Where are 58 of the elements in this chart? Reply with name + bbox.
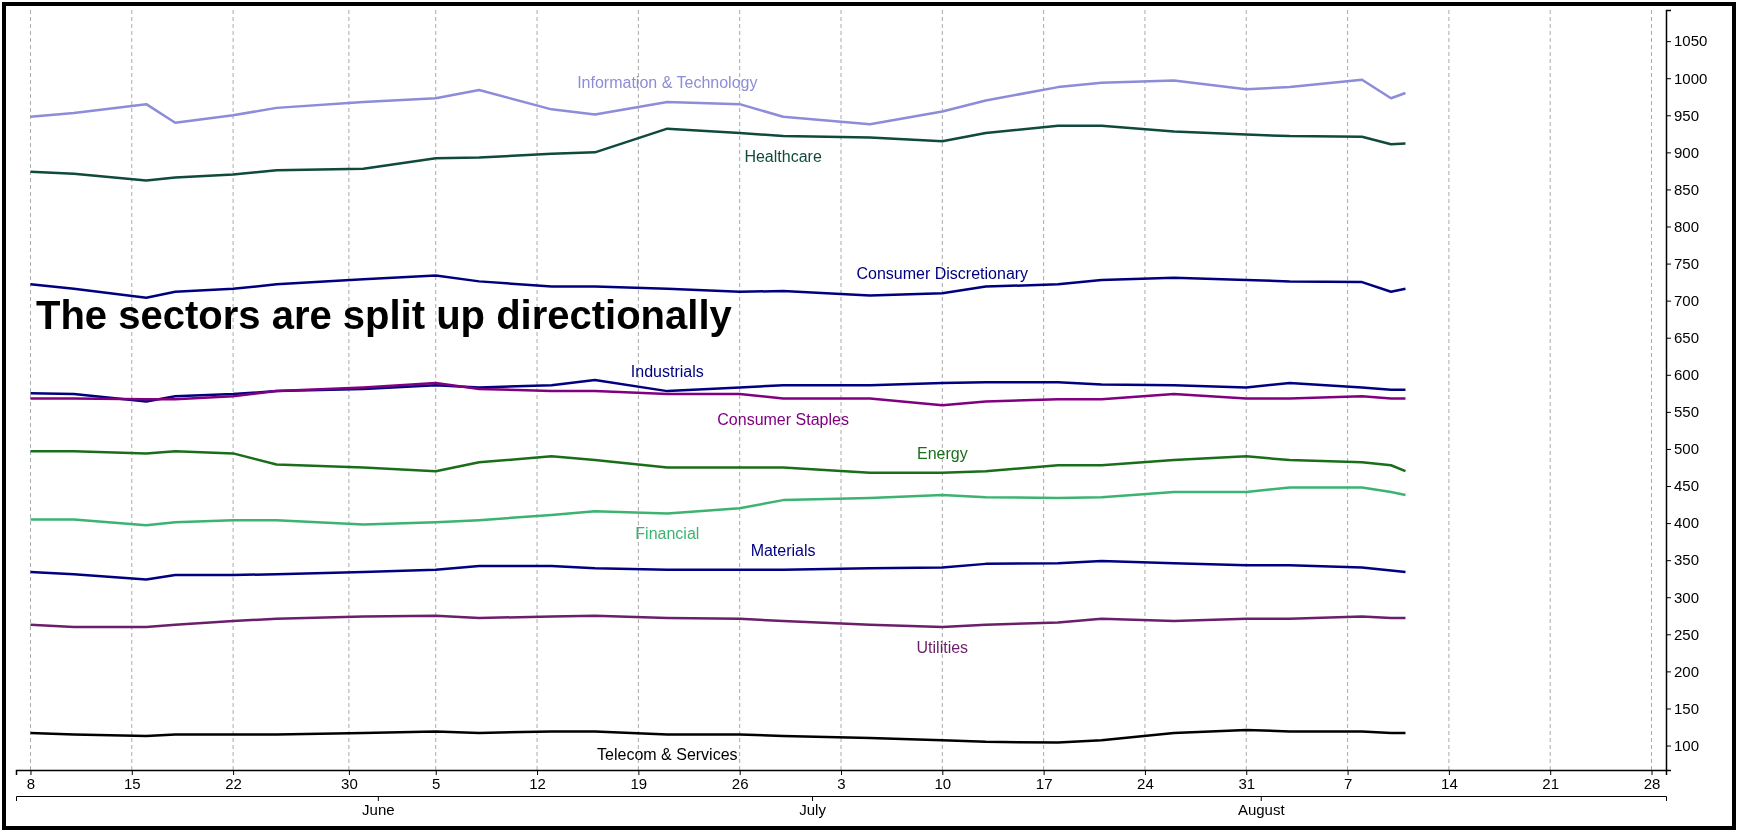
y-tick-label: 750 xyxy=(1674,254,1700,272)
x-tick-label: 5 xyxy=(432,774,441,792)
x-tick-label: 12 xyxy=(529,774,546,792)
line-series xyxy=(29,559,1407,581)
y-tick-label: 700 xyxy=(1674,291,1700,309)
y-tick-label: 950 xyxy=(1674,106,1700,124)
y-tick-label: 900 xyxy=(1674,143,1700,161)
y-tick-label: 1000 xyxy=(1674,69,1708,87)
y-tick-label: 350 xyxy=(1674,551,1700,569)
x2-tick-label: August xyxy=(1237,800,1286,818)
x2-tick-label: July xyxy=(799,800,827,818)
x-tick-label: 10 xyxy=(934,774,952,792)
series-label: Information & Technology xyxy=(577,73,758,91)
line-series xyxy=(29,449,1407,474)
annotation: The sectors are split up directionally xyxy=(36,293,733,338)
x2-tick-label: June xyxy=(362,800,395,818)
series-label: Materials xyxy=(750,541,816,559)
x-tick-label: 21 xyxy=(1542,774,1560,792)
x-tick-label: 24 xyxy=(1137,774,1154,792)
series-label: Consumer Staples xyxy=(717,410,849,428)
y-tick-label: 450 xyxy=(1674,477,1700,495)
series-label: Financial xyxy=(635,525,700,543)
x-tick-label: 7 xyxy=(1343,774,1353,792)
x-tick-label: 28 xyxy=(1643,774,1661,792)
x-tick-label: 17 xyxy=(1035,774,1053,792)
line-series xyxy=(29,614,1407,629)
series-label: Energy xyxy=(916,444,968,462)
x-tick-label: 8 xyxy=(26,774,36,792)
x-tick-label: 19 xyxy=(630,774,648,792)
series-label: Consumer Discretionary xyxy=(856,265,1029,283)
line-series xyxy=(29,124,1407,182)
y-tick-label: 550 xyxy=(1674,403,1700,421)
x-tick-label: 31 xyxy=(1238,774,1256,792)
series-label: Industrials xyxy=(630,363,704,381)
series-label: Telecom & Services xyxy=(597,746,738,764)
x-tick-label: 22 xyxy=(225,774,242,792)
y-tick-label: 850 xyxy=(1674,180,1700,198)
line-series xyxy=(29,728,1407,744)
x-tick-label: 3 xyxy=(837,774,846,792)
y-tick-label: 200 xyxy=(1674,662,1700,680)
y-tick-label: 800 xyxy=(1674,217,1700,235)
x-tick-label: 26 xyxy=(731,774,749,792)
y-tick-label: 250 xyxy=(1674,625,1700,643)
x-tick-label: 14 xyxy=(1441,774,1458,792)
y-tick-label: 600 xyxy=(1674,366,1700,384)
series-label: Healthcare xyxy=(744,148,822,166)
y-tick-label: 500 xyxy=(1674,440,1700,458)
y-tick-label: 150 xyxy=(1674,699,1700,717)
line-series xyxy=(29,78,1407,126)
y-tick-label: 100 xyxy=(1674,736,1700,754)
x-tick-label: 15 xyxy=(123,774,141,792)
x-tick-label: 30 xyxy=(341,774,358,792)
y-tick-label: 400 xyxy=(1674,514,1700,532)
y-tick-label: 1050 xyxy=(1674,32,1708,50)
line-series xyxy=(29,486,1407,527)
y-tick-label: 650 xyxy=(1674,329,1700,347)
series-label: Utilities xyxy=(916,638,969,656)
y-tick-label: 300 xyxy=(1674,588,1700,606)
